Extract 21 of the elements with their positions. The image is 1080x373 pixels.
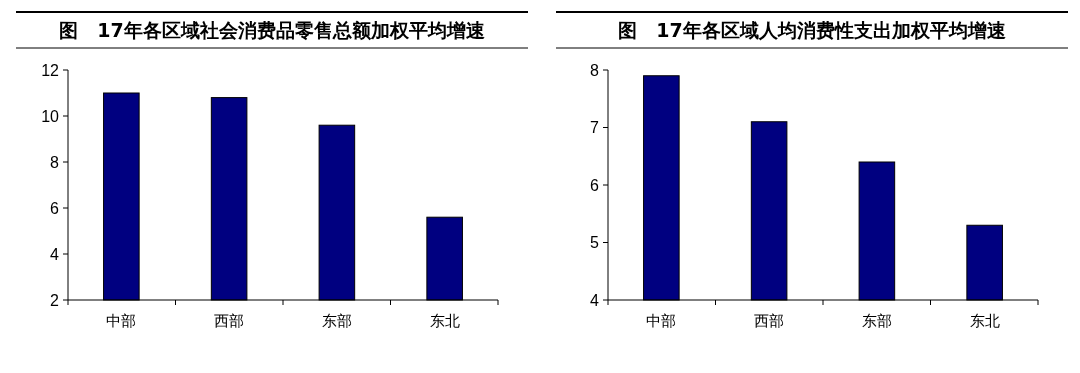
x-tick-label: 东北 bbox=[969, 312, 1000, 330]
chart-title: 图 17年各区域人均消费性支出加权平均增速 bbox=[618, 19, 1006, 41]
x-tick-label: 西部 bbox=[214, 312, 245, 330]
x-tick-label: 东北 bbox=[429, 312, 460, 330]
y-tick-label: 7 bbox=[590, 119, 600, 137]
y-tick-label: 8 bbox=[590, 61, 600, 79]
x-tick-label: 东部 bbox=[321, 312, 352, 330]
y-tick-label: 6 bbox=[50, 199, 60, 217]
chart-title: 图 17年各区域社会消费品零售总额加权平均增速 bbox=[59, 19, 485, 41]
y-tick-label: 12 bbox=[41, 61, 60, 79]
y-tick-label: 6 bbox=[590, 176, 600, 194]
x-tick-label: 中部 bbox=[646, 312, 677, 330]
y-tick-label: 5 bbox=[590, 234, 600, 252]
y-tick-label: 4 bbox=[590, 291, 600, 309]
y-tick-label: 2 bbox=[50, 291, 60, 309]
y-tick-label: 4 bbox=[50, 245, 60, 263]
y-tick-label: 10 bbox=[41, 107, 60, 125]
y-tick-label: 8 bbox=[50, 153, 60, 171]
x-tick-label: 东部 bbox=[861, 312, 892, 330]
x-tick-label: 西部 bbox=[754, 312, 785, 330]
x-tick-label: 中部 bbox=[106, 312, 137, 330]
